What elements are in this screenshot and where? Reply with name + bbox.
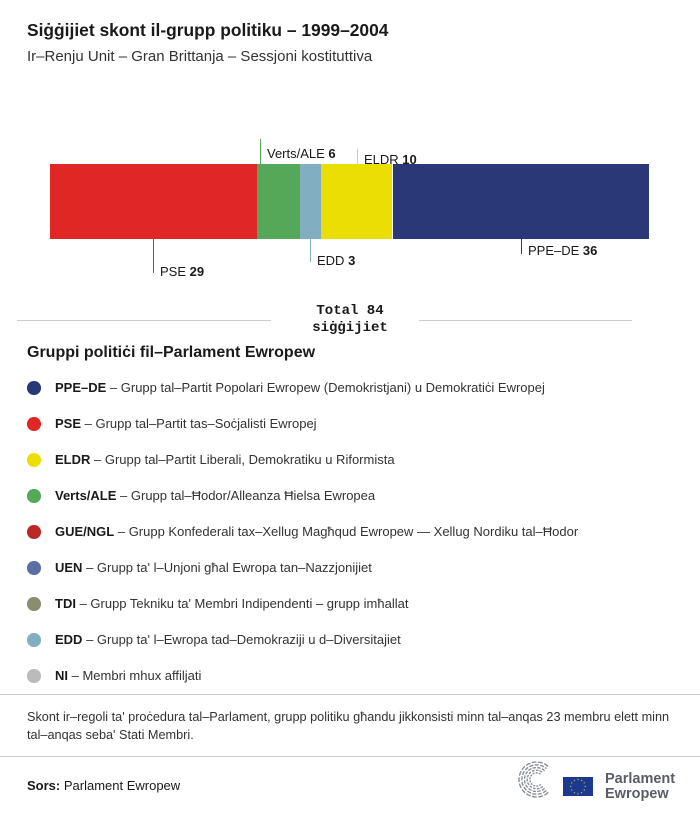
svg-text:Parlament: Parlament <box>605 771 675 787</box>
svg-text:Ewropew: Ewropew <box>605 786 669 802</box>
